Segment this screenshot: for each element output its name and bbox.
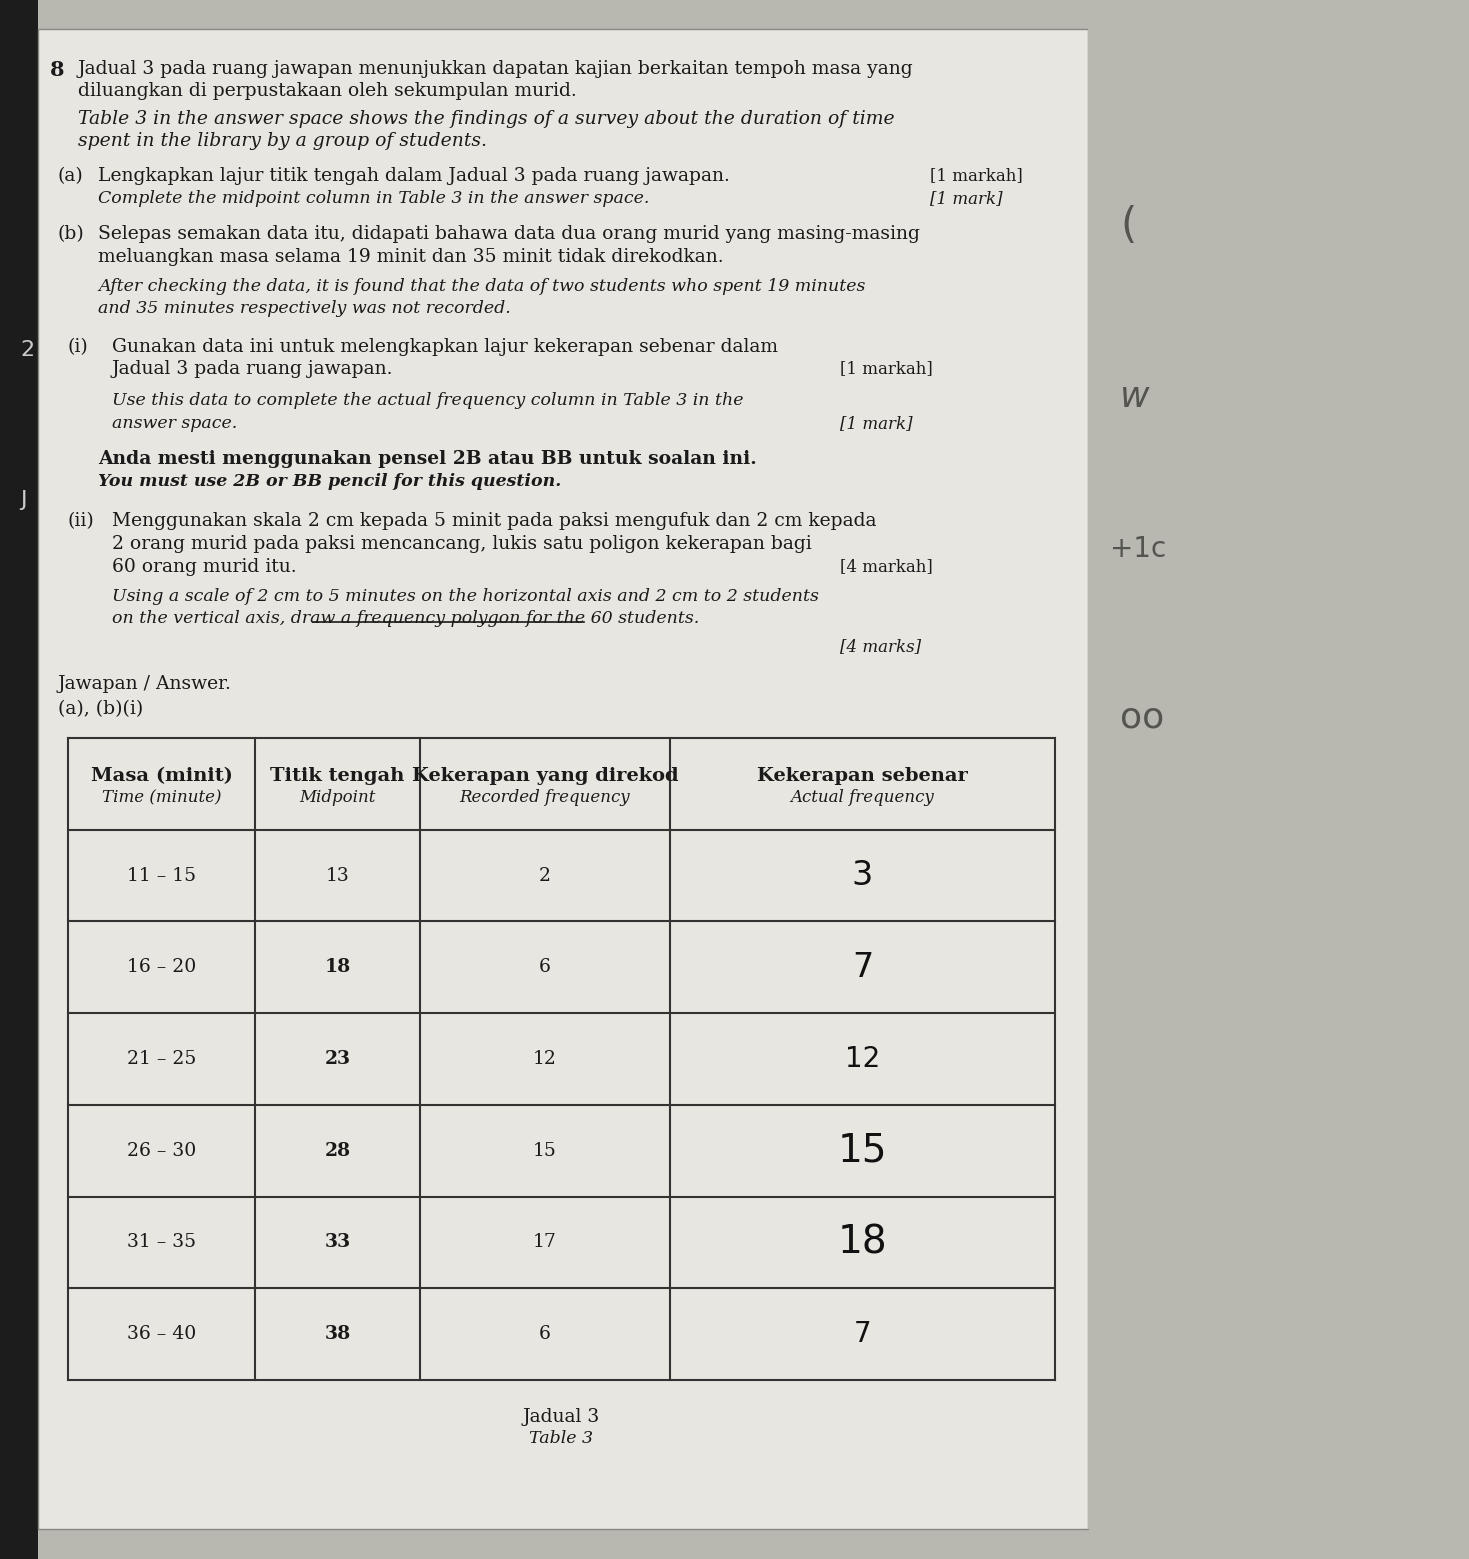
Text: [1 markah]: [1 markah] xyxy=(840,360,933,377)
Text: (: ( xyxy=(1119,204,1136,246)
Text: 6: 6 xyxy=(539,1325,551,1344)
Text: [1 mark]: [1 mark] xyxy=(840,415,912,432)
Text: (i): (i) xyxy=(68,338,88,355)
Text: Menggunakan skala 2 cm kepada 5 minit pada paksi mengufuk dan 2 cm kepada: Menggunakan skala 2 cm kepada 5 minit pa… xyxy=(112,511,877,530)
Text: Using a scale of 2 cm to 5 minutes on the horizontal axis and 2 cm to 2 students: Using a scale of 2 cm to 5 minutes on th… xyxy=(112,588,818,605)
Text: Jawapan / Answer.: Jawapan / Answer. xyxy=(57,675,232,694)
Text: Gunakan data ini untuk melengkapkan lajur kekerapan sebenar dalam: Gunakan data ini untuk melengkapkan laju… xyxy=(112,338,779,355)
Text: w: w xyxy=(1119,380,1150,415)
Text: 6: 6 xyxy=(539,959,551,976)
Text: [1 markah]: [1 markah] xyxy=(930,167,1022,184)
Text: Kekerapan sebenar: Kekerapan sebenar xyxy=(757,767,968,784)
Text: Use this data to complete the actual frequency column in Table 3 in the: Use this data to complete the actual fre… xyxy=(112,391,743,408)
Text: 26 – 30: 26 – 30 xyxy=(126,1141,197,1160)
Text: [4 markah]: [4 markah] xyxy=(840,558,933,575)
Text: Jadual 3 pada ruang jawapan.: Jadual 3 pada ruang jawapan. xyxy=(112,360,394,377)
Bar xyxy=(0,0,38,1559)
Text: Jadual 3 pada ruang jawapan menunjukkan dapatan kajian berkaitan tempoh masa yan: Jadual 3 pada ruang jawapan menunjukkan … xyxy=(78,59,914,78)
Text: 36 – 40: 36 – 40 xyxy=(126,1325,197,1344)
Text: on the vertical axis, draw a frequency polygon for the 60 students.: on the vertical axis, draw a frequency p… xyxy=(112,610,699,627)
Text: diluangkan di perpustakaan oleh sekumpulan murid.: diluangkan di perpustakaan oleh sekumpul… xyxy=(78,83,577,100)
Text: Actual frequency: Actual frequency xyxy=(790,789,934,806)
Text: oo: oo xyxy=(1119,700,1165,734)
Text: spent in the library by a group of students.: spent in the library by a group of stude… xyxy=(78,133,488,150)
Text: 2: 2 xyxy=(539,867,551,884)
Text: [4 marks]: [4 marks] xyxy=(840,638,921,655)
Text: 21 – 25: 21 – 25 xyxy=(126,1051,197,1068)
Text: Titik tengah: Titik tengah xyxy=(270,767,404,784)
Text: You must use 2B or BB pencil for this question.: You must use 2B or BB pencil for this qu… xyxy=(98,472,561,490)
Text: 31 – 35: 31 – 35 xyxy=(126,1233,195,1252)
Text: After checking the data, it is found that the data of two students who spent 19 : After checking the data, it is found tha… xyxy=(98,278,865,295)
Text: Table 3 in the answer space shows the findings of a survey about the duration of: Table 3 in the answer space shows the fi… xyxy=(78,111,895,128)
Text: +1c: +1c xyxy=(1111,535,1166,563)
Text: (a): (a) xyxy=(57,167,84,186)
Bar xyxy=(38,30,1089,1529)
Text: 18: 18 xyxy=(325,959,351,976)
Text: answer space.: answer space. xyxy=(112,415,238,432)
Text: 12: 12 xyxy=(845,1045,880,1073)
Text: 16 – 20: 16 – 20 xyxy=(126,959,197,976)
Text: 7: 7 xyxy=(852,951,873,984)
Text: Masa (minit): Masa (minit) xyxy=(91,767,232,784)
Text: Midpoint: Midpoint xyxy=(300,789,376,806)
Text: 2: 2 xyxy=(21,340,34,360)
Text: and 35 minutes respectively was not recorded.: and 35 minutes respectively was not reco… xyxy=(98,299,511,316)
Text: 3: 3 xyxy=(852,859,873,892)
Text: 8: 8 xyxy=(50,59,65,80)
Text: Time (minute): Time (minute) xyxy=(101,789,222,806)
Text: (a), (b)(i): (a), (b)(i) xyxy=(57,700,144,719)
Text: 13: 13 xyxy=(326,867,350,884)
Text: Complete the midpoint column in Table 3 in the answer space.: Complete the midpoint column in Table 3 … xyxy=(98,190,649,207)
Text: 38: 38 xyxy=(325,1325,351,1344)
Text: Lengkapkan lajur titik tengah dalam Jadual 3 pada ruang jawapan.: Lengkapkan lajur titik tengah dalam Jadu… xyxy=(98,167,730,186)
Text: 12: 12 xyxy=(533,1051,557,1068)
Text: 60 orang murid itu.: 60 orang murid itu. xyxy=(112,558,297,575)
Text: 28: 28 xyxy=(325,1141,351,1160)
Text: Kekerapan yang direkod: Kekerapan yang direkod xyxy=(411,767,679,784)
Text: 23: 23 xyxy=(325,1051,351,1068)
Text: 33: 33 xyxy=(325,1233,351,1252)
Text: Recorded frequency: Recorded frequency xyxy=(460,789,630,806)
Text: Selepas semakan data itu, didapati bahawa data dua orang murid yang masing-masin: Selepas semakan data itu, didapati bahaw… xyxy=(98,224,920,243)
Text: 15: 15 xyxy=(533,1141,557,1160)
Text: Jadual 3: Jadual 3 xyxy=(523,1408,601,1426)
Text: J: J xyxy=(21,490,26,510)
Text: 17: 17 xyxy=(533,1233,557,1252)
Text: 2 orang murid pada paksi mencancang, lukis satu poligon kekerapan bagi: 2 orang murid pada paksi mencancang, luk… xyxy=(112,535,812,553)
Text: (b): (b) xyxy=(57,224,85,243)
Bar xyxy=(1089,30,1469,1529)
Text: 18: 18 xyxy=(837,1224,887,1261)
Text: Table 3: Table 3 xyxy=(529,1430,593,1447)
Text: meluangkan masa selama 19 minit dan 35 minit tidak direkodkan.: meluangkan masa selama 19 minit dan 35 m… xyxy=(98,248,724,267)
Text: [1 mark]: [1 mark] xyxy=(930,190,1003,207)
Text: (ii): (ii) xyxy=(68,511,94,530)
Text: 15: 15 xyxy=(837,1132,887,1169)
Text: 11 – 15: 11 – 15 xyxy=(126,867,195,884)
Text: Anda mesti menggunakan pensel 2B atau BB untuk soalan ini.: Anda mesti menggunakan pensel 2B atau BB… xyxy=(98,451,757,468)
Text: 7: 7 xyxy=(853,1320,871,1349)
